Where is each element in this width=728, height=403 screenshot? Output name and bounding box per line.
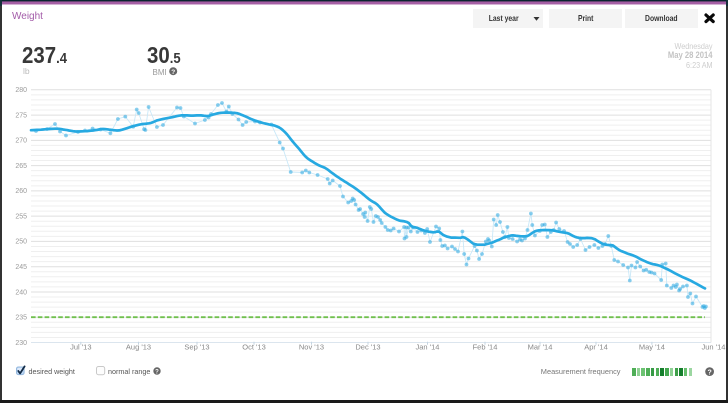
svg-text:Mar '14: Mar '14	[528, 343, 553, 352]
svg-text:Dec '13: Dec '13	[355, 343, 380, 352]
svg-text:Jan '14: Jan '14	[416, 343, 440, 352]
svg-text:Aug '13: Aug '13	[126, 343, 151, 352]
svg-text:265: 265	[15, 163, 27, 170]
svg-text:Jul '13: Jul '13	[70, 343, 91, 352]
svg-text:Feb '14: Feb '14	[473, 343, 498, 352]
svg-text:May '14: May '14	[639, 343, 665, 352]
svg-text:255: 255	[15, 214, 27, 221]
svg-text:280: 280	[15, 87, 27, 94]
svg-text:Apr '14: Apr '14	[584, 343, 608, 352]
svg-text:260: 260	[15, 188, 27, 195]
svg-text:Nov '13: Nov '13	[299, 343, 324, 352]
svg-text:Oct '13: Oct '13	[242, 343, 266, 352]
svg-text:250: 250	[15, 239, 27, 246]
svg-text:270: 270	[15, 138, 27, 145]
svg-text:Jun '14: Jun '14	[702, 343, 726, 352]
svg-text:?: ?	[155, 369, 159, 375]
svg-text:Sep '13: Sep '13	[184, 343, 209, 352]
svg-text:240: 240	[15, 289, 27, 296]
svg-text:235: 235	[15, 315, 27, 322]
svg-text:245: 245	[15, 264, 27, 271]
svg-text:?: ?	[171, 69, 175, 76]
svg-text:230: 230	[15, 340, 27, 347]
svg-text:275: 275	[15, 112, 27, 119]
svg-text:?: ?	[707, 369, 711, 376]
